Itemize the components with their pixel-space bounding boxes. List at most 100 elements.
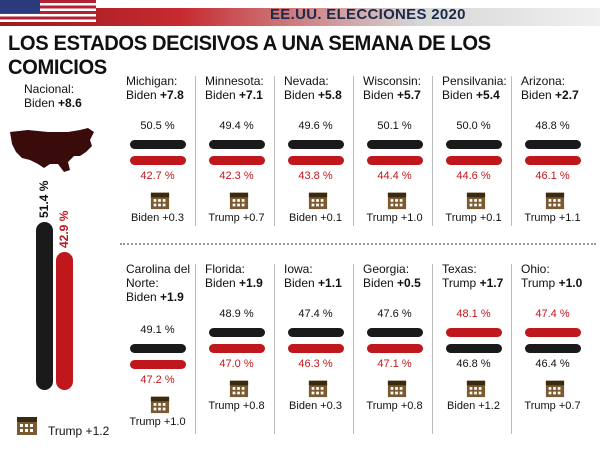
state-top-bar [130, 344, 186, 353]
calendar-icon [387, 378, 407, 403]
state-bottom-bar [367, 344, 423, 353]
state-lead: +5.4 [476, 88, 500, 102]
state-name: Wisconsin: [363, 74, 422, 88]
state-name: Nevada: [284, 74, 329, 88]
state-top-value: 47.4 % [535, 308, 570, 320]
state-top-value: 50.1 % [377, 120, 412, 132]
state-top-value: 47.4 % [298, 308, 333, 320]
state-bottom-value: 44.6 % [456, 170, 491, 182]
state-bottom-bar [130, 360, 186, 369]
column-separator [511, 264, 512, 434]
column-separator [195, 264, 196, 434]
national-label: Nacional: Biden +8.6 [24, 82, 82, 110]
state-name: Iowa: [284, 262, 313, 276]
state-leader: Trump [442, 276, 477, 290]
national-lead: +8.6 [58, 96, 82, 110]
national-leader: Biden [24, 96, 55, 110]
national-trump-bar [56, 252, 73, 390]
state-top-value: 48.8 % [535, 120, 570, 132]
state-bottom-value: 47.0 % [219, 358, 254, 370]
state-top-bar [367, 140, 423, 149]
state-bottom-value: 46.4 % [535, 358, 570, 370]
state-bottom-value: 47.2 % [140, 374, 175, 386]
state-top-value: 49.4 % [219, 120, 254, 132]
state-leader: Biden [284, 88, 315, 102]
state-panel: Wisconsin: Biden +5.7 50.1 % 44.4 % Trump +1… [355, 74, 434, 264]
state-leader: Biden [126, 88, 157, 102]
state-panel: Georgia: Biden +0.5 47.6 % 47.1 % Trump +0.8 [355, 262, 434, 450]
state-panel: Ohio: Trump +1.0 47.4 % 46.4 % Trump +0.7 [513, 262, 592, 450]
calendar-icon [545, 378, 565, 403]
national-trump-value: 42.9 % [57, 210, 71, 248]
state-top-bar [525, 328, 581, 337]
calendar-icon [229, 378, 249, 403]
row-divider [120, 243, 596, 245]
state-name-block: Georgia: Biden +0.5 [363, 262, 435, 290]
state-name-block: Pensilvania: Biden +5.4 [442, 74, 514, 102]
state-bottom-bar [446, 344, 502, 353]
state-panel: Arizona: Biden +2.7 48.8 % 46.1 % Trump +1.1 [513, 74, 592, 264]
state-top-value: 49.6 % [298, 120, 333, 132]
state-leader: Biden [363, 276, 394, 290]
state-panel: Minnesota: Biden +7.1 49.4 % 42.3 % Trump +0… [197, 74, 276, 264]
state-leader: Biden [284, 276, 315, 290]
calendar-icon [545, 190, 565, 215]
state-bottom-bar [525, 156, 581, 165]
state-lead: +1.9 [239, 276, 263, 290]
state-top-value: 48.1 % [456, 308, 491, 320]
state-bottom-bar [288, 344, 344, 353]
state-leader: Biden [205, 276, 236, 290]
state-trend: Biden +0.3 [131, 212, 184, 224]
state-lead: +1.1 [318, 276, 342, 290]
state-bottom-value: 47.1 % [377, 358, 412, 370]
state-bottom-value: 42.3 % [219, 170, 254, 182]
state-name: Texas: [442, 262, 477, 276]
state-leader: Biden [442, 88, 473, 102]
state-lead: +5.8 [318, 88, 342, 102]
state-name: Florida: [205, 262, 246, 276]
state-top-bar [446, 140, 502, 149]
column-separator [274, 76, 275, 226]
state-name-block: Texas: Trump +1.7 [442, 262, 514, 290]
state-panel: Florida: Biden +1.9 48.9 % 47.0 % Trump +0.8 [197, 262, 276, 450]
state-trend: Trump +0.8 [208, 400, 265, 412]
state-top-bar [367, 328, 423, 337]
state-name: Ohio: [521, 262, 550, 276]
state-trend: Trump +1.0 [366, 212, 423, 224]
state-bottom-bar [525, 344, 581, 353]
state-bottom-value: 46.3 % [298, 358, 333, 370]
state-top-value: 50.5 % [140, 120, 175, 132]
state-bottom-bar [446, 156, 502, 165]
state-lead: +0.5 [397, 276, 421, 290]
state-bottom-bar [288, 156, 344, 165]
calendar-icon [466, 378, 486, 403]
state-name-block: Florida: Biden +1.9 [205, 262, 277, 290]
state-name-block: Carolina del Norte: Biden +1.9 [126, 262, 198, 304]
state-lead: +7.1 [239, 88, 263, 102]
national-biden-value: 51.4 % [37, 180, 51, 218]
state-lead: +1.0 [558, 276, 583, 290]
state-top-bar [130, 140, 186, 149]
state-leader: Biden [205, 88, 236, 102]
state-trend: Biden +0.1 [289, 212, 342, 224]
us-flag-icon [0, 0, 96, 22]
state-panel: Iowa: Biden +1.1 47.4 % 46.3 % Biden +0.3 [276, 262, 355, 450]
state-name: Pensilvania: [442, 74, 507, 88]
state-lead: +7.8 [160, 88, 184, 102]
calendar-icon [150, 394, 170, 419]
calendar-icon [387, 190, 407, 215]
national-title: Nacional: [24, 82, 75, 96]
national-trend: Trump +1.2 [48, 424, 110, 438]
state-name: Arizona: [521, 74, 566, 88]
state-name-block: Wisconsin: Biden +5.7 [363, 74, 435, 102]
state-lead: +2.7 [555, 88, 579, 102]
state-leader: Biden [363, 88, 394, 102]
calendar-icon [16, 414, 38, 441]
column-separator [432, 264, 433, 434]
state-bottom-value: 44.4 % [377, 170, 412, 182]
state-trend: Trump +0.7 [524, 400, 581, 412]
calendar-icon [308, 378, 328, 403]
calendar-icon [466, 190, 486, 215]
state-name-block: Minnesota: Biden +7.1 [205, 74, 277, 102]
column-separator [195, 76, 196, 226]
